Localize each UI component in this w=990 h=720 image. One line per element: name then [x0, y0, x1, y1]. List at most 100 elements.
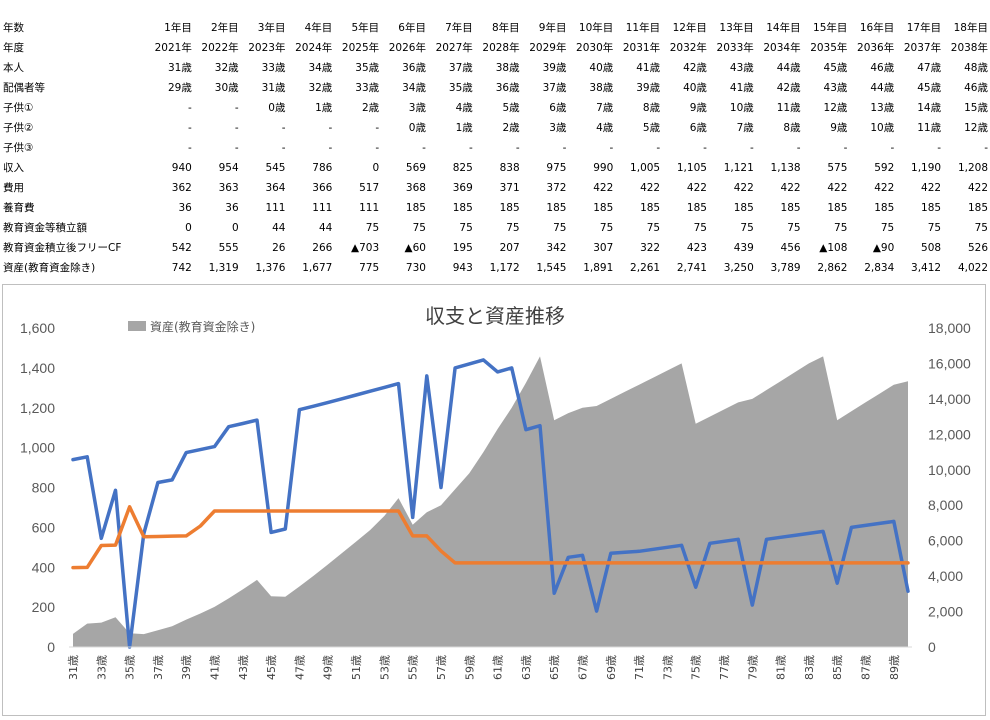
table-cell: ▲60 [404, 242, 426, 254]
x-tick-label: 67歳 [576, 655, 589, 680]
table-cell: 7歳 [736, 122, 754, 134]
table-row: 子供① - - 0歳 1歳 2歳 3歳 4歳 5歳 6歳 7歳 8歳 9歳 10歳 11歳 12歳 13歳 14歳… [2, 98, 990, 118]
table-cell: 954 [218, 162, 239, 174]
x-tick-label: 45歳 [265, 655, 278, 680]
table-cell: 2021年 [154, 42, 192, 54]
table-cell: - [937, 142, 942, 154]
table-cell: 15年目 [813, 22, 848, 34]
table-cell: 6歳 [549, 102, 567, 114]
table-cell: 47歳 [917, 62, 942, 74]
table-cell: 75 [974, 222, 988, 234]
table-cell: - [984, 142, 988, 154]
table-cell: - [749, 142, 754, 154]
table-cell: - [281, 122, 286, 134]
table-cell: 33歳 [355, 82, 380, 94]
table-cell: 10歳 [729, 102, 754, 114]
table-cell: 30歳 [214, 82, 239, 94]
table-cell: 75 [787, 222, 801, 234]
table-cell: 2歳 [502, 122, 520, 134]
table-cell: 1,545 [536, 262, 567, 274]
x-tick-label: 47歳 [293, 655, 306, 680]
table-cell: 44歳 [776, 62, 801, 74]
table-cell: 1,172 [489, 262, 520, 274]
table-cell: - [796, 142, 801, 154]
table-cell: 11年目 [625, 22, 661, 34]
table-cell: 14歳 [917, 102, 942, 114]
table-cell: ▲108 [819, 242, 848, 254]
table-cell: - [328, 142, 333, 154]
table-cell: 4,022 [957, 262, 988, 274]
row-label: 教育資金等積立額 [3, 222, 87, 234]
table-cell: 41歳 [729, 82, 754, 94]
table-cell: 1,319 [208, 262, 239, 274]
table-cell: 13歳 [870, 102, 895, 114]
x-tick-label: 49歳 [322, 655, 335, 680]
table-cell: 1年目 [164, 22, 192, 34]
x-tick-label: 77歳 [718, 655, 731, 680]
legend-label-asset: 資産(教育資金除き) [150, 319, 255, 334]
table-cell: 42歳 [683, 62, 707, 74]
table-cell: - [375, 122, 380, 134]
table-cell: 2029年 [529, 42, 567, 54]
table-cell: 43歳 [729, 62, 754, 74]
table-cell: 38歳 [589, 82, 614, 94]
data-table: 年数 1年目 2年目 3年目 4年目 5年目 6年目 7年目 8年目 9年目 10年目 11年目 12年… [2, 18, 990, 278]
table-cell: 592 [874, 162, 895, 174]
table-cell: 44歳 [870, 82, 895, 94]
table-cell: 4年目 [304, 22, 333, 34]
table-cell: 975 [546, 162, 567, 174]
row-label: 年数 [3, 22, 24, 34]
table-cell: 2031年 [622, 42, 661, 54]
table-cell: 42歳 [776, 82, 801, 94]
table-cell: 6歳 [689, 122, 707, 134]
table-cell: - [890, 142, 895, 154]
table-cell: 0 [185, 222, 192, 234]
table-cell: 422 [967, 182, 988, 194]
table-cell: 366 [312, 182, 333, 194]
table-cell: 3,250 [723, 262, 754, 274]
table-cell: 34歳 [308, 62, 333, 74]
x-tick-label: 41歳 [209, 655, 222, 680]
table-cell: 2023年 [248, 42, 286, 54]
table-cell: 36歳 [402, 62, 426, 74]
table-cell: 185 [593, 202, 614, 214]
table-cell: - [188, 102, 192, 114]
x-tick-label: 85歳 [831, 655, 844, 680]
table-cell: 8歳 [783, 122, 801, 134]
x-tick-label: 81歳 [775, 655, 788, 680]
table-cell: - [562, 142, 567, 154]
table-cell: 2,834 [864, 262, 895, 274]
table-cell: 456 [780, 242, 801, 254]
table-cell: 48歳 [964, 62, 988, 74]
table-cell: 11歳 [776, 102, 801, 114]
table-cell: 75 [553, 222, 567, 234]
x-tick-label: 35歳 [124, 655, 137, 680]
x-tick-label: 39歳 [180, 655, 193, 680]
table-cell: 75 [834, 222, 848, 234]
table-cell: 40歳 [683, 82, 707, 94]
table-cell: 32歳 [308, 82, 333, 94]
table-cell: 526 [967, 242, 988, 254]
y-right-tick-label: 4,000 [928, 568, 963, 584]
table-cell: 1,190 [911, 162, 942, 174]
table-cell: - [281, 142, 286, 154]
table-cell: 9歳 [689, 102, 707, 114]
table-cell: 730 [405, 262, 426, 274]
table-cell: 786 [312, 162, 333, 174]
table-cell: 185 [733, 202, 754, 214]
table-cell: 2035年 [810, 42, 848, 54]
table-cell: 14年目 [766, 22, 801, 34]
table-row: 本人 31歳 32歳 33歳 34歳 35歳 36歳 37歳 38歳 39歳 40歳 41歳 42歳 43… [2, 58, 990, 78]
table-cell: 422 [874, 182, 895, 194]
table-cell: 75 [880, 222, 895, 234]
table-cell: 2年目 [210, 22, 239, 34]
table-cell: 40歳 [589, 62, 614, 74]
x-tick-label: 71歳 [633, 655, 646, 680]
table-cell: 26 [272, 242, 286, 254]
x-tick-label: 83歳 [803, 655, 816, 680]
x-tick-label: 87歳 [860, 655, 873, 680]
table-cell: - [422, 142, 426, 154]
table-cell: 75 [506, 222, 520, 234]
y-left-tick-label: 600 [32, 519, 56, 535]
table-cell: 46歳 [870, 62, 895, 74]
